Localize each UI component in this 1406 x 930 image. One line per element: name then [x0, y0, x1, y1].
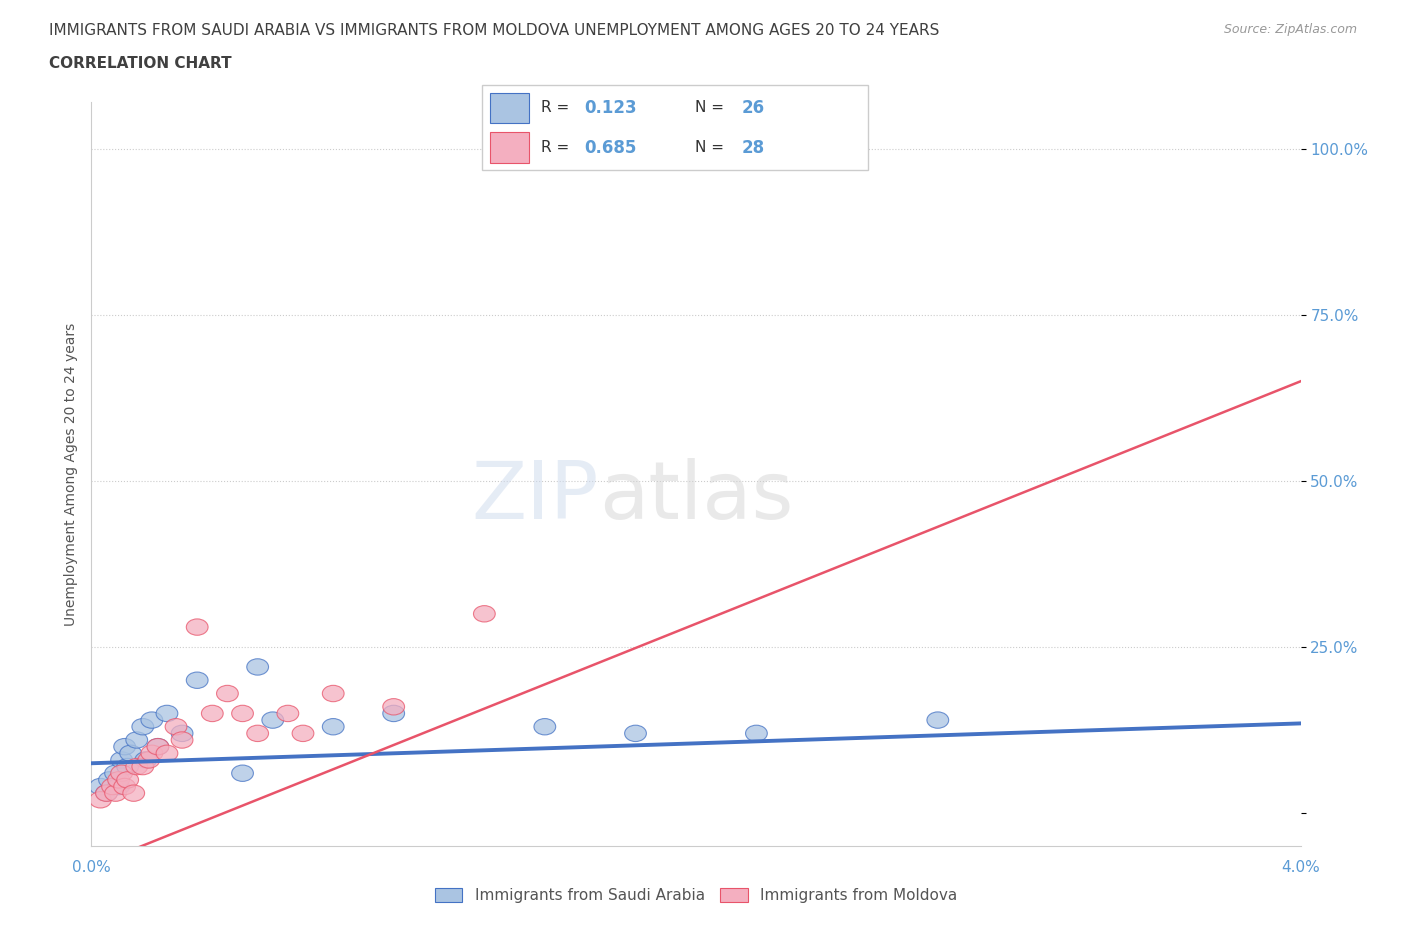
- Ellipse shape: [165, 719, 187, 735]
- Ellipse shape: [127, 732, 148, 749]
- Text: 0.685: 0.685: [585, 139, 637, 157]
- Text: IMMIGRANTS FROM SAUDI ARABIA VS IMMIGRANTS FROM MOLDOVA UNEMPLOYMENT AMONG AGES : IMMIGRANTS FROM SAUDI ARABIA VS IMMIGRAN…: [49, 23, 939, 38]
- Ellipse shape: [108, 778, 129, 795]
- Ellipse shape: [837, 140, 858, 157]
- Ellipse shape: [96, 785, 117, 802]
- Ellipse shape: [104, 785, 127, 802]
- Ellipse shape: [138, 751, 160, 768]
- Ellipse shape: [322, 719, 344, 735]
- Ellipse shape: [135, 751, 156, 768]
- Ellipse shape: [101, 778, 124, 795]
- Ellipse shape: [262, 711, 284, 728]
- Ellipse shape: [90, 778, 111, 795]
- Text: ZIP: ZIP: [472, 458, 599, 536]
- Text: N =: N =: [695, 140, 728, 155]
- Ellipse shape: [120, 745, 142, 762]
- Ellipse shape: [745, 725, 768, 741]
- Ellipse shape: [156, 745, 177, 762]
- Ellipse shape: [127, 758, 148, 775]
- Y-axis label: Unemployment Among Ages 20 to 24 years: Unemployment Among Ages 20 to 24 years: [63, 323, 77, 626]
- Ellipse shape: [90, 791, 111, 808]
- Ellipse shape: [534, 719, 555, 735]
- Ellipse shape: [247, 658, 269, 675]
- Ellipse shape: [148, 738, 169, 755]
- Ellipse shape: [111, 765, 132, 781]
- Ellipse shape: [132, 758, 153, 775]
- Ellipse shape: [114, 738, 135, 755]
- Text: Source: ZipAtlas.com: Source: ZipAtlas.com: [1223, 23, 1357, 36]
- Ellipse shape: [111, 751, 132, 768]
- Ellipse shape: [98, 772, 121, 788]
- Ellipse shape: [382, 698, 405, 715]
- Ellipse shape: [141, 745, 163, 762]
- Ellipse shape: [322, 685, 344, 702]
- Text: R =: R =: [541, 100, 574, 115]
- Text: R =: R =: [541, 140, 574, 155]
- Ellipse shape: [382, 705, 405, 722]
- Ellipse shape: [474, 605, 495, 622]
- Ellipse shape: [96, 785, 117, 802]
- Ellipse shape: [187, 672, 208, 688]
- Text: 28: 28: [742, 139, 765, 157]
- Ellipse shape: [247, 725, 269, 741]
- Ellipse shape: [104, 765, 127, 781]
- Ellipse shape: [277, 705, 298, 722]
- Ellipse shape: [927, 711, 949, 728]
- Ellipse shape: [156, 705, 177, 722]
- Text: 26: 26: [742, 99, 765, 117]
- Text: 4.0%: 4.0%: [1281, 860, 1320, 875]
- Ellipse shape: [172, 732, 193, 749]
- Ellipse shape: [117, 772, 139, 788]
- Text: 0.0%: 0.0%: [72, 860, 111, 875]
- Ellipse shape: [232, 705, 253, 722]
- Ellipse shape: [232, 765, 253, 781]
- FancyBboxPatch shape: [482, 86, 868, 170]
- Text: CORRELATION CHART: CORRELATION CHART: [49, 56, 232, 71]
- Ellipse shape: [624, 725, 647, 741]
- Ellipse shape: [141, 711, 163, 728]
- Ellipse shape: [132, 719, 153, 735]
- Ellipse shape: [117, 758, 139, 775]
- Ellipse shape: [292, 725, 314, 741]
- Text: N =: N =: [695, 100, 728, 115]
- Text: 0.123: 0.123: [585, 99, 637, 117]
- Legend: Immigrants from Saudi Arabia, Immigrants from Moldova: Immigrants from Saudi Arabia, Immigrants…: [429, 882, 963, 910]
- Ellipse shape: [217, 685, 238, 702]
- Ellipse shape: [201, 705, 224, 722]
- Bar: [489, 93, 529, 124]
- Ellipse shape: [148, 738, 169, 755]
- Ellipse shape: [187, 618, 208, 635]
- Ellipse shape: [114, 778, 135, 795]
- Ellipse shape: [108, 772, 129, 788]
- Ellipse shape: [122, 785, 145, 802]
- Ellipse shape: [172, 725, 193, 741]
- Bar: [489, 132, 529, 164]
- Text: atlas: atlas: [599, 458, 793, 536]
